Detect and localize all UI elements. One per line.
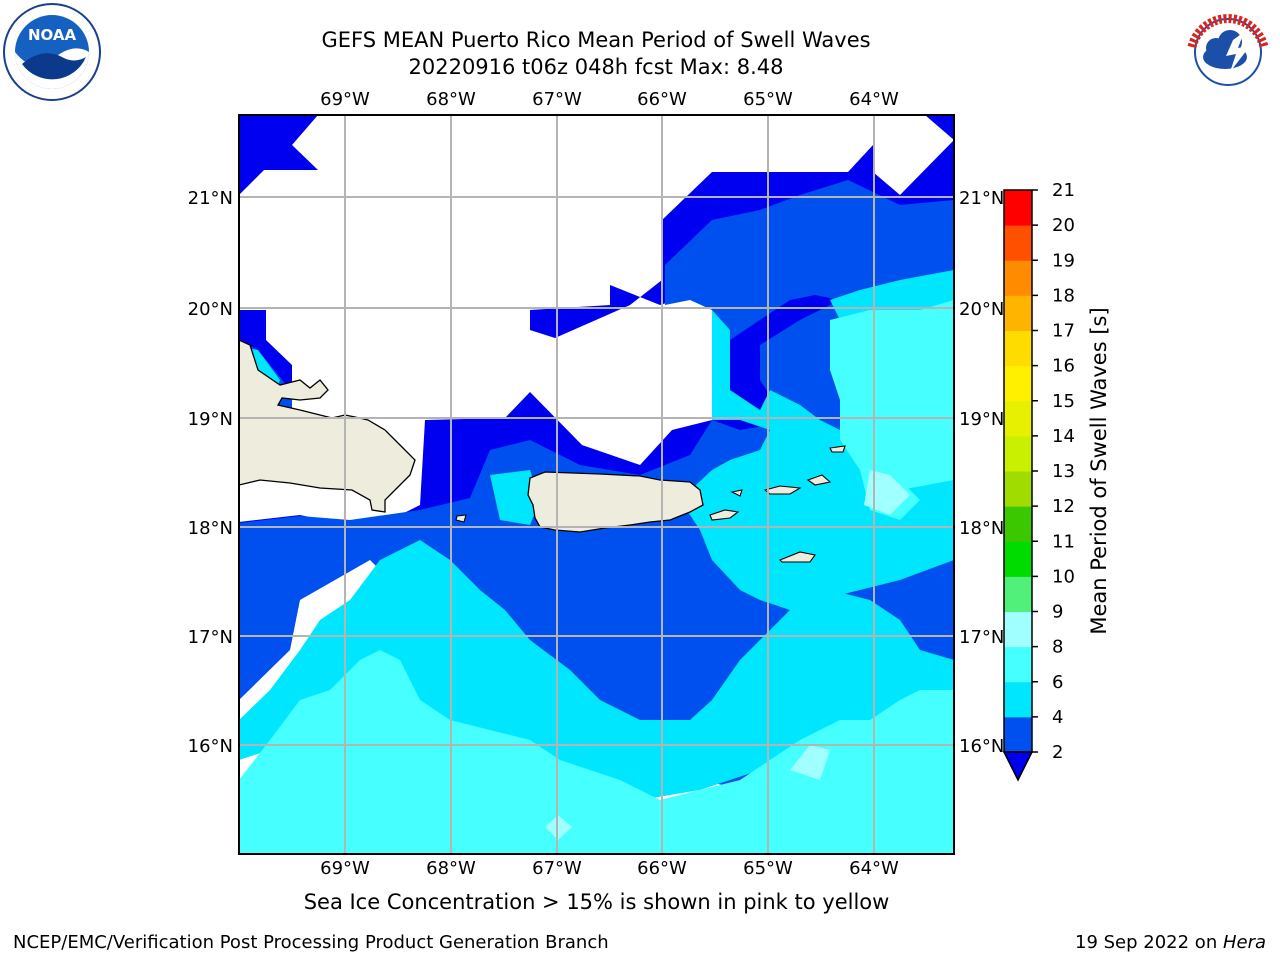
- colorbar-segment: [1004, 646, 1032, 683]
- puerto-rico-land: [527, 471, 704, 533]
- colorbar-tick-label: 13: [1052, 461, 1075, 482]
- lon-label-top: 69°W: [320, 89, 370, 110]
- lon-label-top: 65°W: [743, 89, 793, 110]
- colorbar-segment: [1004, 541, 1032, 577]
- lat-label-left: 19°N: [188, 409, 233, 430]
- period-6-8-region: [239, 650, 954, 854]
- colorbar-tick-label: 4: [1052, 707, 1063, 728]
- lat-label-right: 21°N: [959, 188, 1004, 209]
- map-frame: [238, 114, 955, 855]
- footer-host: Hera: [1222, 932, 1266, 953]
- footer-org: NCEP/EMC/Verification Post Processing Pr…: [13, 932, 609, 953]
- colorbar-segment: [1004, 506, 1032, 542]
- colorbar-tick-label: 19: [1052, 250, 1075, 271]
- nws-logo: [1180, 4, 1276, 100]
- lat-label-left: 17°N: [188, 627, 233, 648]
- lat-label-right: 18°N: [959, 518, 1004, 539]
- colorbar-segment: [1004, 435, 1032, 472]
- colorbar-segment: [1004, 260, 1032, 296]
- colorbar-tick-label: 6: [1052, 672, 1063, 693]
- graticule: [239, 115, 954, 854]
- lon-label-top: 66°W: [637, 89, 687, 110]
- colorbar-segment: [1004, 471, 1032, 507]
- colorbar: 2 4 6 8 9 10 11 12 13 14 15 16 17 18 19 20 21: [1002, 180, 1075, 782]
- colorbar-segment: [1004, 295, 1032, 331]
- colorbar-segment: [1004, 365, 1032, 402]
- colorbar-segment: [1004, 611, 1032, 648]
- colorbar-tick-label: 16: [1052, 356, 1075, 377]
- lon-label-top: 64°W: [849, 89, 899, 110]
- period-8-9-region: [864, 470, 910, 515]
- colorbar-tick-label: 17: [1052, 321, 1075, 342]
- lon-label-bottom: 64°W: [849, 858, 899, 879]
- noaa-logo: NOAA: [3, 3, 101, 101]
- colorbar-tick-label: 18: [1052, 285, 1075, 306]
- colorbar-tick-label: 12: [1052, 496, 1075, 517]
- lon-label-top: 67°W: [532, 89, 582, 110]
- lon-label-bottom: 65°W: [743, 858, 793, 879]
- colorbar-tick-label: 9: [1052, 602, 1063, 623]
- lat-label-right: 17°N: [959, 627, 1004, 648]
- colorbar-segment: [1004, 330, 1032, 367]
- colorbar-segment: [1004, 225, 1032, 261]
- colorbar-tick-label: 8: [1052, 637, 1063, 658]
- lat-label-left: 21°N: [188, 188, 233, 209]
- colorbar-tick-label: 14: [1052, 426, 1075, 447]
- svg-text:NOAA: NOAA: [28, 26, 77, 44]
- lat-label-left: 20°N: [188, 299, 233, 320]
- colorbar-label: Mean Period of Swell Waves [s]: [1087, 307, 1111, 634]
- sea-ice-caption: Sea Ice Concentration > 15% is shown in …: [303, 890, 890, 914]
- colorbar-tick-label: 2: [1052, 742, 1063, 763]
- lat-label-left: 18°N: [188, 518, 233, 539]
- colorbar-tick-label: 11: [1052, 531, 1075, 552]
- chart-subtitle: 20220916 t06z 048h fcst Max: 8.48: [408, 55, 784, 79]
- lat-label-right: 16°N: [959, 736, 1004, 757]
- chart-title: GEFS MEAN Puerto Rico Mean Period of Swe…: [321, 28, 871, 52]
- period-4-6-region: [239, 540, 954, 854]
- colorbar-tick-label: 21: [1052, 180, 1075, 201]
- colorbar-segment: [1004, 190, 1032, 226]
- colorbar-under-triangle: [1002, 751, 1034, 782]
- lon-label-bottom: 67°W: [532, 858, 582, 879]
- colorbar-segment: [1004, 681, 1032, 718]
- lon-label-bottom: 68°W: [426, 858, 476, 879]
- lon-label-bottom: 69°W: [320, 858, 370, 879]
- lat-label-right: 19°N: [959, 409, 1004, 430]
- colorbar-tick-label: 15: [1052, 391, 1075, 412]
- colorbar-segment: [1004, 400, 1032, 437]
- colorbar-tick-label: 10: [1052, 566, 1075, 587]
- colorbar-tick-label: 20: [1052, 215, 1075, 236]
- lon-label-top: 68°W: [426, 89, 476, 110]
- lon-label-bottom: 66°W: [637, 858, 687, 879]
- colorbar-segment: [1004, 716, 1032, 753]
- lat-label-left: 16°N: [188, 736, 233, 757]
- colorbar-segment: [1004, 576, 1032, 612]
- footer-date: 19 Sep 2022 on Hera: [1075, 932, 1266, 953]
- lat-label-right: 20°N: [959, 299, 1004, 320]
- footer-date-text: 19 Sep 2022 on: [1075, 932, 1223, 953]
